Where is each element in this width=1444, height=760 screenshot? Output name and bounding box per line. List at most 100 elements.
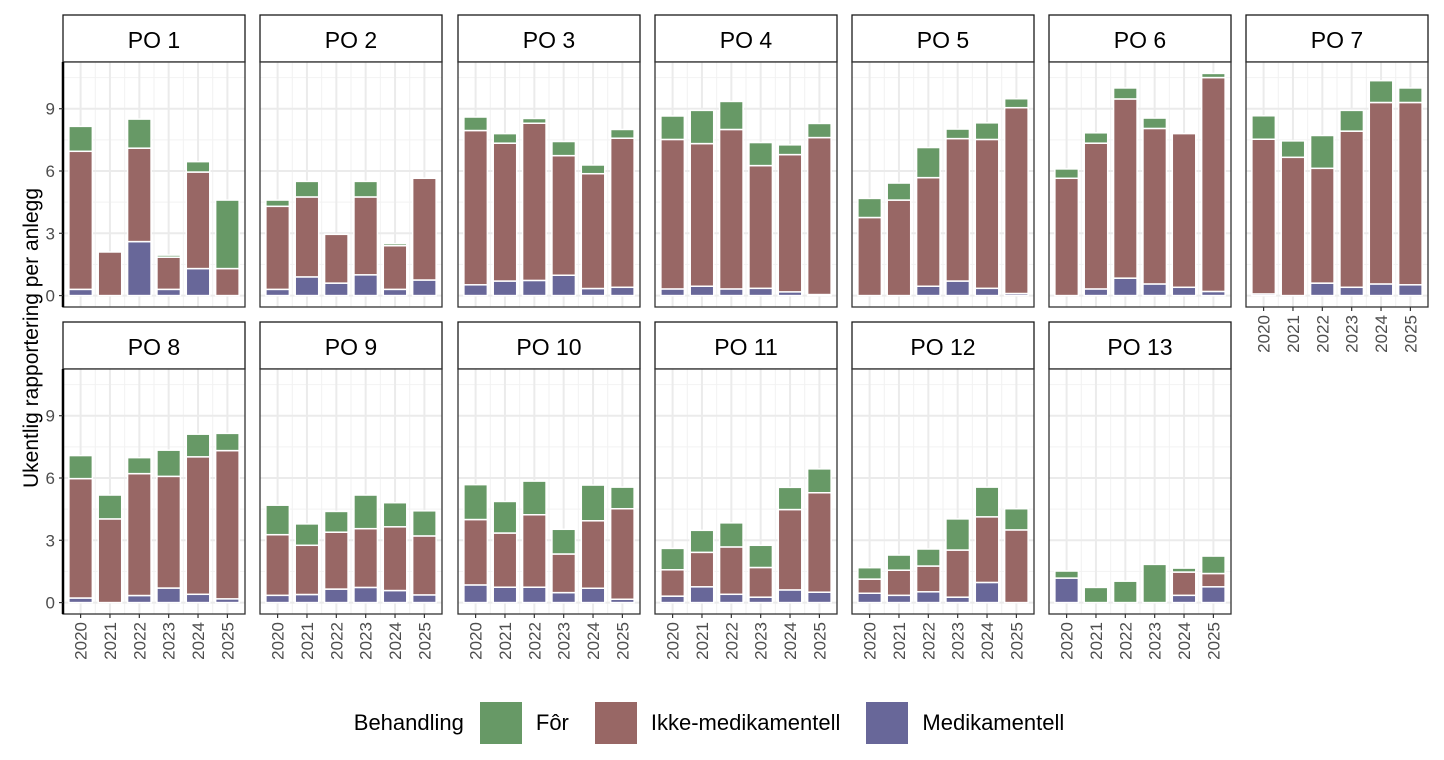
- bar-segment-ikke-medikamentell-2023: [156, 256, 182, 291]
- bar-segment-for-2020: [857, 566, 883, 580]
- bar-segment-ikke-medikamentell-2020: [660, 138, 686, 290]
- bar-segment-for-2024: [382, 242, 408, 247]
- bar-segment-for-2020: [660, 115, 686, 141]
- facet-strip: [457, 321, 641, 370]
- bar-segment-for-2025: [214, 199, 240, 270]
- bar-segment-medikamentell-2024: [1368, 283, 1394, 297]
- y-tick-label: 6: [46, 162, 55, 181]
- bar-segment-ikke-medikamentell-2025: [214, 449, 240, 600]
- bar-segment-ikke-medikamentell-2023: [945, 549, 971, 598]
- x-tick-label: 2025: [810, 622, 829, 660]
- bar-segment-for-2021: [492, 132, 518, 144]
- x-tick-label: 2024: [1372, 315, 1391, 353]
- bar-segment-medikamentell-2022: [126, 594, 152, 604]
- bar-segment-medikamentell-2025: [411, 279, 437, 297]
- bar-segment-medikamentell-2020: [265, 594, 291, 604]
- bar-segment-ikke-medikamentell-2025: [1200, 76, 1226, 293]
- bar-segment-ikke-medikamentell-2023: [748, 566, 774, 598]
- bar-segment-medikamentell-2024: [580, 587, 606, 604]
- panel-border: [851, 61, 1035, 308]
- facet-strip: [1245, 14, 1429, 63]
- bar-segment-for-2023: [748, 141, 774, 167]
- bar-segment-medikamentell-2023: [1339, 286, 1365, 297]
- bar-segment-for-2021: [886, 182, 912, 201]
- x-tick-label: 2022: [130, 622, 149, 660]
- bar-segment-for-2025: [609, 486, 635, 510]
- panel-5: PO 5: [851, 14, 1035, 308]
- x-tick-label: 2024: [584, 622, 603, 660]
- bar-segment-ikke-medikamentell-2021: [492, 532, 518, 588]
- x-tick-label: 2021: [1284, 315, 1303, 353]
- bar-segment-medikamentell-2021: [1083, 288, 1109, 297]
- facet-title: PO 13: [1107, 334, 1172, 360]
- bar-segment-medikamentell-2024: [382, 589, 408, 604]
- panel-13: PO 13 2020 2021 2022 2023 2024 2025: [1048, 321, 1232, 660]
- bar-segment-ikke-medikamentell-2023: [748, 164, 774, 290]
- legend-key-ikke-medikamentell: [594, 702, 637, 744]
- bar-segment-for-2023: [1339, 109, 1365, 132]
- bar-segment-ikke-medikamentell-2020: [265, 205, 291, 291]
- bar-segment-medikamentell-2023: [353, 274, 379, 297]
- bar-segment-ikke-medikamentell-2024: [974, 138, 1000, 290]
- x-tick-label: 2020: [72, 622, 91, 660]
- bar-segment-for-2025: [806, 468, 832, 494]
- bar-segment-medikamentell-2021: [492, 586, 518, 604]
- bar-segment-medikamentell-2022: [718, 593, 744, 604]
- bar-segment-medikamentell-2021: [689, 586, 715, 604]
- bar-segment-for-2022: [1112, 580, 1138, 604]
- bar-segment-medikamentell-2020: [265, 288, 291, 297]
- bar-segment-ikke-medikamentell-2022: [718, 128, 744, 290]
- bar-segment-for-2024: [185, 160, 211, 173]
- bar-segment-for-2025: [1003, 98, 1029, 109]
- bar-segment-ikke-medikamentell-2024: [185, 456, 211, 596]
- bar-segment-for-2020: [660, 547, 686, 571]
- bar-segment-for-2023: [945, 128, 971, 140]
- panel-border: [1245, 61, 1429, 308]
- bar-segment-ikke-medikamentell-2021: [1280, 156, 1306, 297]
- bar-segment-medikamentell-2025: [609, 286, 635, 297]
- legend-key-medikamentell: [866, 702, 909, 744]
- bar-segment-medikamentell-2022: [521, 279, 547, 297]
- bar-segment-for-2021: [886, 554, 912, 571]
- bar-segment-for-2025: [411, 510, 437, 537]
- x-tick-label: 2020: [664, 622, 683, 660]
- bar-segment-for-2020: [68, 125, 94, 153]
- bar-segment-ikke-medikamentell-2021: [886, 199, 912, 297]
- bar-segment-ikke-medikamentell-2024: [974, 516, 1000, 584]
- facet-title: PO 7: [1311, 27, 1363, 53]
- bar-segment-ikke-medikamentell-2024: [382, 526, 408, 592]
- x-tick-label: 2025: [1204, 622, 1223, 660]
- bar-segment-for-2022: [1309, 134, 1335, 170]
- bar-segment-for-2024: [580, 164, 606, 175]
- bar-segment-for-2020: [857, 197, 883, 219]
- bar-segment-for-2023: [156, 449, 182, 478]
- bar-segment-for-2020: [265, 199, 291, 208]
- panel-9: PO 9 2020 2021 2022 2023 2024 2025: [259, 321, 443, 660]
- facet-strip: [259, 321, 443, 370]
- x-tick-label: 2022: [722, 622, 741, 660]
- bar-segment-medikamentell-2024: [185, 267, 211, 297]
- panel-2: PO 2: [259, 14, 443, 308]
- bar-segment-for-2024: [1368, 79, 1394, 104]
- bar-segment-ikke-medikamentell-2025: [609, 137, 635, 289]
- bar-segment-ikke-medikamentell-2022: [915, 565, 941, 593]
- bar-segment-for-2024: [974, 122, 1000, 141]
- bar-segment-ikke-medikamentell-2025: [411, 535, 437, 596]
- bar-segment-ikke-medikamentell-2021: [1083, 142, 1109, 290]
- panel-border: [1048, 368, 1232, 615]
- bar-segment-ikke-medikamentell-2020: [660, 569, 686, 597]
- bar-segment-medikamentell-2020: [660, 595, 686, 604]
- bar-segment-for-2022: [521, 480, 547, 516]
- facet-title: PO 8: [128, 334, 180, 360]
- facet-strip: [62, 321, 246, 370]
- bar-segment-for-2022: [323, 510, 349, 533]
- bar-segment-for-2023: [551, 528, 577, 555]
- bar-segment-ikke-medikamentell-2024: [1171, 571, 1197, 597]
- bar-segment-for-2024: [382, 501, 408, 528]
- bar-segment-ikke-medikamentell-2022: [126, 472, 152, 597]
- bar-segment-medikamentell-2020: [463, 584, 489, 604]
- x-tick-label: 2023: [1146, 622, 1165, 660]
- bar-segment-ikke-medikamentell-2023: [353, 196, 379, 276]
- panel-border: [457, 368, 641, 615]
- legend-label-for: Fôr: [535, 710, 569, 735]
